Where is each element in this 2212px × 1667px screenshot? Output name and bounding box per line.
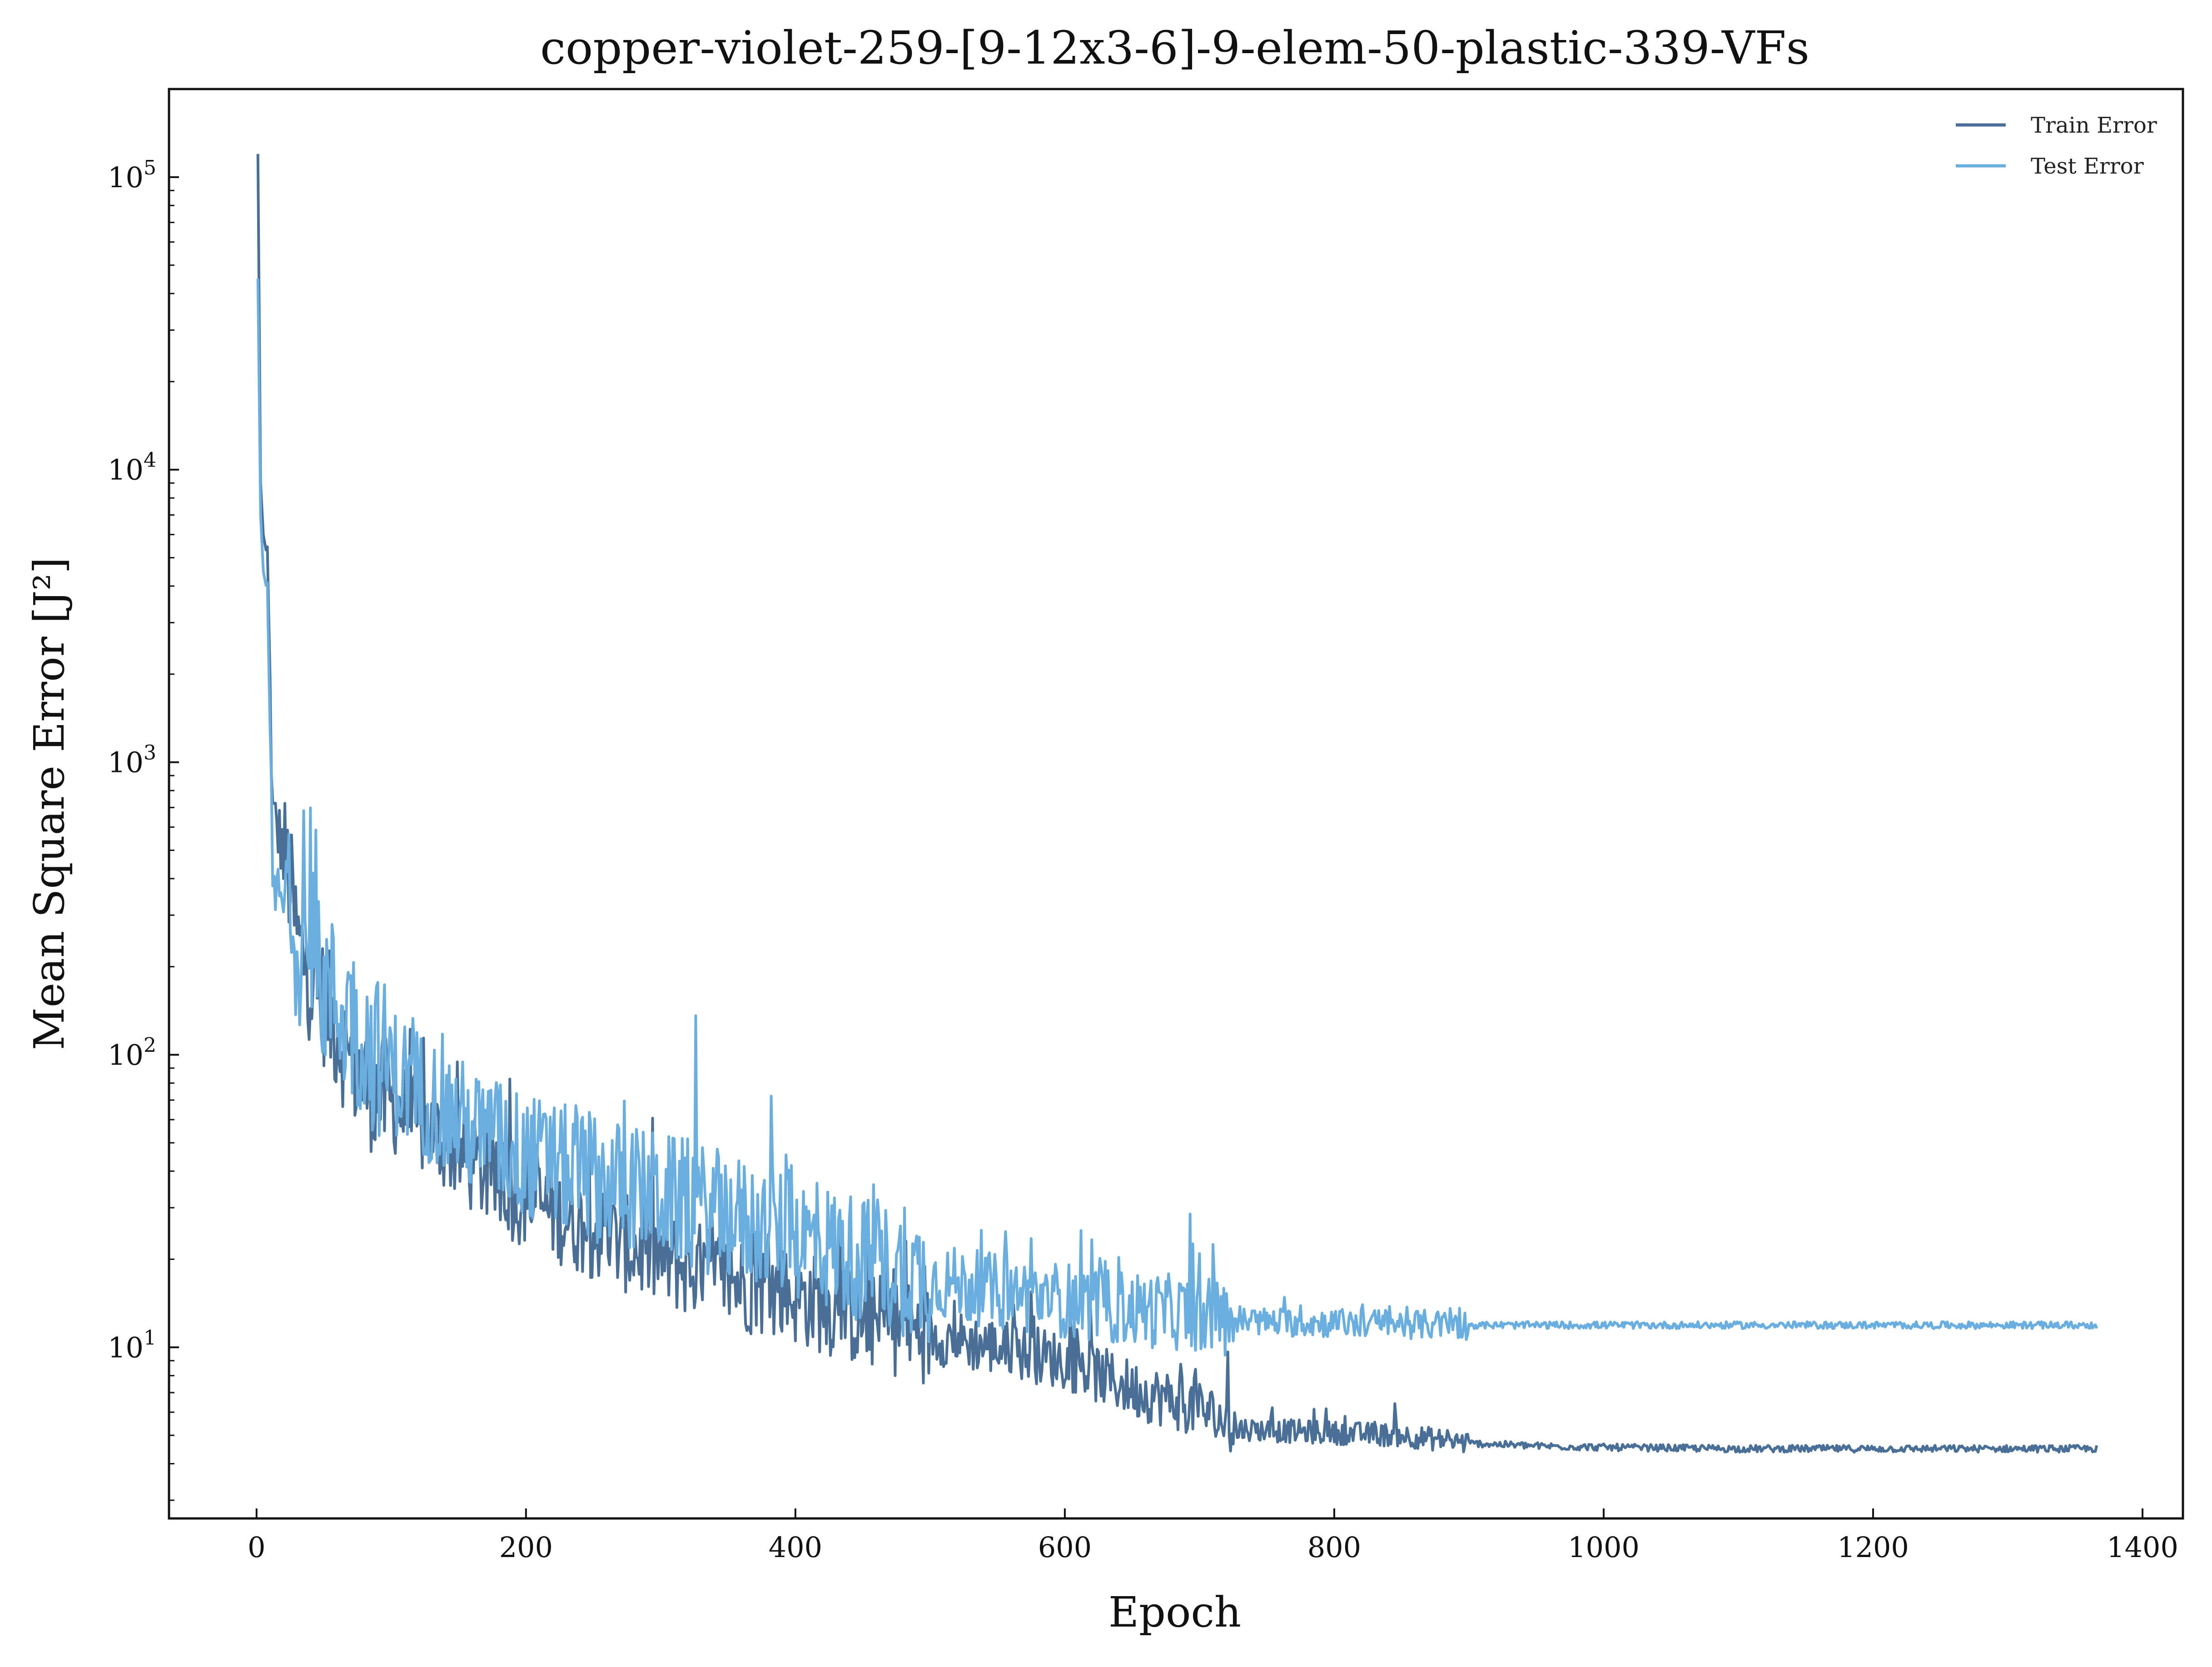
legend: Train Error Test Error	[1956, 113, 2157, 179]
x-tick-label: 1000	[1568, 1531, 1640, 1564]
x-tick-label: 600	[1038, 1531, 1092, 1564]
x-tick-label: 1200	[1837, 1531, 1909, 1564]
x-axis-label: Epoch	[1108, 1588, 1241, 1637]
x-tick-label: 400	[769, 1531, 822, 1564]
plot-frame	[168, 88, 2184, 1520]
series-line-train-error	[256, 154, 2098, 1454]
y-tick-label: 103	[108, 741, 156, 779]
y-tick-label: 105	[108, 156, 156, 194]
legend-label: Test Error	[2031, 154, 2144, 179]
chart-title: copper-violet-259-[9-12x3-6]-9-elem-50-p…	[540, 21, 1809, 75]
y-axis-label: Mean Square Error [J²]	[25, 557, 74, 1050]
x-axis-ticks: 0 200 400 600 800 1000 1200 1400	[248, 1508, 2178, 1564]
series-line-test-error	[256, 279, 2098, 1357]
y-tick-label: 104	[108, 449, 156, 487]
x-tick-label: 1400	[2107, 1531, 2178, 1564]
y-tick-label: 102	[108, 1034, 156, 1071]
y-axis-ticks: 101 102 103 104 105	[108, 88, 179, 1501]
x-tick-label: 800	[1307, 1531, 1361, 1564]
plot-lines	[256, 154, 2098, 1454]
x-tick-label: 0	[248, 1531, 265, 1564]
x-tick-label: 200	[499, 1531, 553, 1564]
legend-label: Train Error	[2031, 113, 2157, 138]
y-tick-label: 101	[108, 1326, 156, 1364]
